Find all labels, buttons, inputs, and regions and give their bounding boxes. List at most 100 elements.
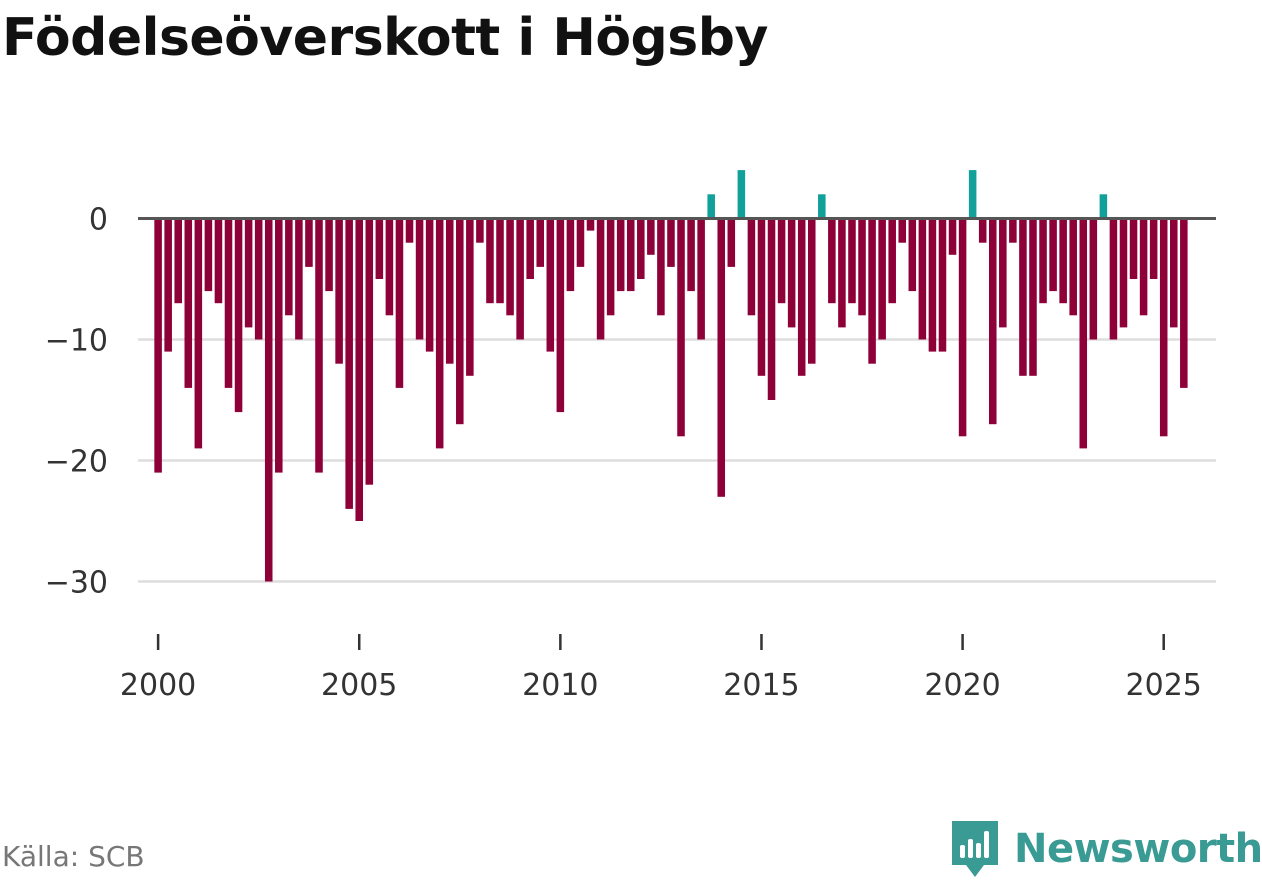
bar <box>818 194 826 219</box>
bar <box>1139 218 1148 316</box>
x-tick-label: 2015 <box>723 668 799 703</box>
bar <box>1119 218 1128 328</box>
bar <box>657 218 665 316</box>
bar <box>747 218 756 316</box>
y-tick-label: 0 <box>89 203 108 238</box>
bar <box>637 218 645 279</box>
bar <box>456 218 464 425</box>
bar <box>164 218 172 352</box>
bar <box>1099 194 1108 219</box>
bar <box>254 218 263 340</box>
bar <box>626 218 635 292</box>
bar <box>445 218 454 364</box>
bar <box>1180 218 1188 388</box>
bar <box>1039 218 1047 304</box>
bar <box>385 218 394 316</box>
bar <box>757 218 766 376</box>
bar <box>174 218 182 304</box>
chart-title: Födelseöverskott i Högsby <box>2 8 768 68</box>
bar <box>405 218 414 243</box>
bar <box>647 218 655 255</box>
bar <box>516 218 524 340</box>
bar <box>1069 218 1077 316</box>
bar <box>687 218 695 292</box>
x-tick-label: 2000 <box>120 668 196 703</box>
bar <box>194 218 203 449</box>
bar <box>948 218 957 255</box>
bar <box>335 218 343 364</box>
x-tick-label: 2025 <box>1126 668 1202 703</box>
bar <box>264 218 273 582</box>
bar <box>737 170 746 219</box>
x-tick-label: 2020 <box>924 668 1000 703</box>
bar <box>777 218 786 304</box>
bar <box>355 218 364 521</box>
bar <box>807 218 816 364</box>
bar <box>868 218 876 364</box>
gridlines <box>138 338 1216 583</box>
bar <box>345 218 353 509</box>
bar <box>667 218 675 267</box>
bar <box>978 218 987 243</box>
bar <box>1029 218 1037 376</box>
bar <box>285 218 293 316</box>
bar <box>295 218 303 340</box>
bar <box>325 218 333 292</box>
bar <box>616 218 625 292</box>
x-tick-label: 2005 <box>321 668 397 703</box>
bars <box>154 170 1188 582</box>
bar <box>888 218 896 304</box>
bar <box>848 218 856 304</box>
bar <box>395 218 404 388</box>
bar <box>244 218 253 328</box>
bar <box>566 218 575 292</box>
bar <box>435 218 444 449</box>
bar <box>928 218 937 352</box>
bar <box>918 218 927 340</box>
bar <box>968 170 977 219</box>
bar <box>425 218 434 352</box>
y-axis: 0 −10 −20 −30 <box>45 203 108 601</box>
bar <box>526 218 534 279</box>
bar <box>838 218 846 328</box>
x-axis: 2000 2005 2010 2015 2020 2025 <box>120 634 1202 703</box>
bar <box>214 218 223 304</box>
y-tick-label: −20 <box>45 445 108 480</box>
bar <box>878 218 886 340</box>
bar <box>707 194 715 219</box>
bar <box>305 218 313 267</box>
bar <box>415 218 424 340</box>
bar <box>606 218 615 316</box>
bar <box>1149 218 1158 279</box>
bar <box>1089 218 1098 340</box>
y-tick-label: −10 <box>45 324 108 359</box>
bar <box>315 218 323 473</box>
bar <box>375 218 384 279</box>
bar <box>958 218 967 437</box>
bar <box>576 218 585 267</box>
bar <box>828 218 836 304</box>
bar <box>556 218 565 413</box>
x-tick-label: 2010 <box>522 668 598 703</box>
bar <box>1129 218 1138 279</box>
brand-logo[interactable]: Newsworthy <box>950 818 1262 880</box>
bar <box>1019 218 1027 376</box>
bar <box>1159 218 1168 437</box>
bar <box>717 218 726 497</box>
bar <box>999 218 1007 328</box>
bar <box>988 218 997 425</box>
bar <box>1059 218 1067 304</box>
bar <box>1169 218 1178 328</box>
bar <box>486 218 494 304</box>
bar <box>506 218 514 316</box>
bar <box>275 218 283 473</box>
bar <box>466 218 474 376</box>
bar <box>767 218 776 400</box>
bar <box>204 218 213 292</box>
bar <box>546 218 555 352</box>
bar <box>365 218 374 485</box>
brand-name: Newsworthy <box>1014 826 1262 872</box>
bar <box>536 218 545 267</box>
bar <box>677 218 685 437</box>
